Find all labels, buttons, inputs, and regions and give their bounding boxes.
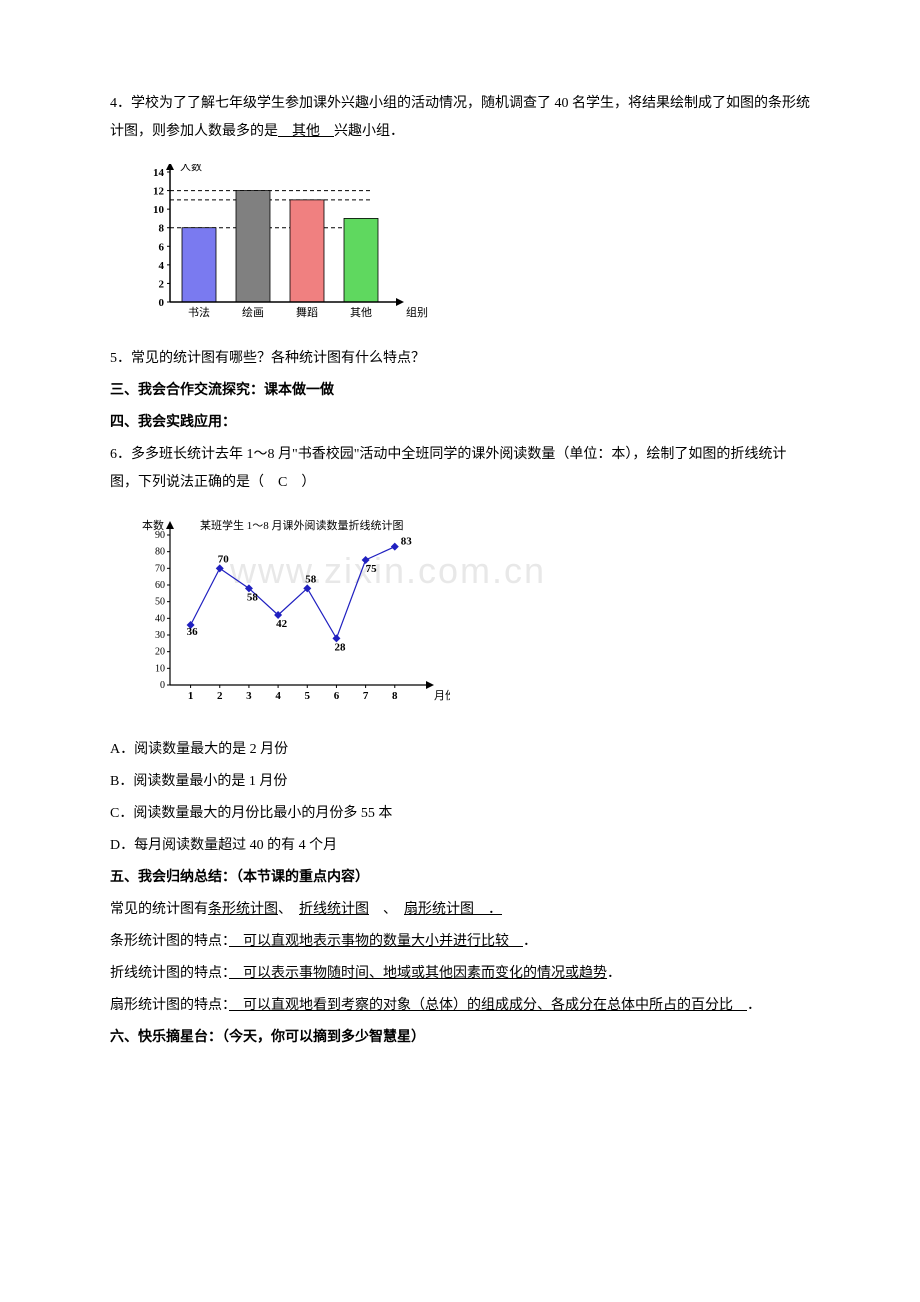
- svg-text:10: 10: [153, 204, 165, 216]
- svg-text:14: 14: [153, 167, 165, 179]
- section-3-title: 三、我会合作交流探究：课本做一做: [110, 377, 810, 405]
- summary-line-3: 折线统计图的特点： 可以表示事物随时间、地域或其他因素而变化的情况或趋势．: [110, 960, 810, 988]
- svg-text:4: 4: [275, 690, 281, 702]
- svg-text:58: 58: [305, 573, 317, 585]
- svg-text:40: 40: [155, 613, 165, 624]
- svg-text:2: 2: [159, 278, 165, 290]
- summary-l1-pre: 常见的统计图有: [110, 902, 208, 917]
- summary-b1: 可以直观地表示事物的数量大小并进行比较: [229, 934, 523, 949]
- svg-text:舞蹈: 舞蹈: [296, 306, 318, 319]
- svg-text:5: 5: [305, 690, 311, 702]
- svg-text:10: 10: [155, 663, 165, 674]
- svg-text:80: 80: [155, 547, 165, 558]
- svg-text:4: 4: [159, 260, 165, 272]
- option-d: D．每月阅读数量超过 40 的有 4 个月: [110, 832, 810, 860]
- svg-text:70: 70: [218, 553, 230, 565]
- svg-text:绘画: 绘画: [242, 305, 264, 319]
- svg-text:组别: 组别: [406, 305, 428, 319]
- summary-c1: 可以表示事物随时间、地域或其他因素而变化的情况或趋势: [229, 966, 607, 981]
- q6-text: 6．多多班长统计去年 1～8 月"书香校园"活动中全班同学的课外阅读数量（单位：…: [110, 441, 810, 497]
- summary-line-1: 常见的统计图有条形统计图、 折线统计图 、 扇形统计图 ．: [110, 896, 810, 924]
- section-5-title: 五、我会归纳总结：（本节课的重点内容）: [110, 864, 810, 892]
- svg-text:20: 20: [155, 647, 165, 658]
- summary-a3: 扇形统计图 ．: [404, 902, 502, 917]
- q4-text: 4．学校为了了解七年级学生参加课外兴趣小组的活动情况，随机调查了 40 名学生，…: [110, 90, 810, 146]
- svg-text:70: 70: [155, 563, 165, 574]
- bar-chart-svg: 0 2 4 6 8 10 12 14 书法 绘画 舞蹈 其他 人数组别: [130, 164, 430, 324]
- svg-text:6: 6: [159, 241, 165, 253]
- svg-text:58: 58: [247, 591, 259, 603]
- summary-line-4: 扇形统计图的特点： 可以直观地看到考察的对象（总体）的组成成分、各成分在总体中所…: [110, 992, 810, 1020]
- summary-line-2: 条形统计图的特点： 可以直观地表示事物的数量大小并进行比较 ．: [110, 928, 810, 956]
- summary-l4-post: ．: [747, 998, 761, 1013]
- summary-l3-post: ．: [607, 966, 621, 981]
- summary-l2-post: ．: [523, 934, 537, 949]
- svg-text:7: 7: [363, 690, 369, 702]
- q4-suffix: 兴趣小组．: [334, 124, 404, 139]
- svg-text:人数: 人数: [180, 164, 202, 173]
- svg-text:3: 3: [246, 690, 252, 702]
- svg-text:75: 75: [366, 563, 378, 575]
- svg-text:2: 2: [217, 690, 223, 702]
- line-chart-svg: 0102030405060708090123456783670584258287…: [130, 515, 450, 715]
- summary-a2: 折线统计图: [299, 902, 369, 917]
- q5-text: 5．常见的统计图有哪些？各种统计图有什么特点？: [110, 345, 810, 373]
- q4-prefix: 4．学校为了了解七年级学生参加课外兴趣小组的活动情况，随机调查了 40 名学生，…: [110, 96, 810, 139]
- option-a: A．阅读数量最大的是 2 月份: [110, 736, 810, 764]
- svg-text:60: 60: [155, 580, 165, 591]
- svg-text:83: 83: [401, 536, 413, 548]
- section-6-title: 六、快乐摘星台：（今天，你可以摘到多少智慧星）: [110, 1024, 810, 1052]
- svg-text:8: 8: [159, 223, 165, 235]
- summary-a1: 条形统计图: [208, 902, 278, 917]
- option-b: B．阅读数量最小的是 1 月份: [110, 768, 810, 796]
- section-4-title: 四、我会实践应用：: [110, 409, 810, 437]
- summary-d1: 可以直观地看到考察的对象（总体）的组成成分、各成分在总体中所占的百分比: [229, 998, 747, 1013]
- line-chart: www.zixin.com.cn 01020304050607080901234…: [130, 515, 810, 726]
- svg-text:6: 6: [334, 690, 340, 702]
- svg-text:50: 50: [155, 597, 165, 608]
- svg-text:书法: 书法: [188, 305, 210, 319]
- summary-l4-pre: 扇形统计图的特点：: [110, 998, 229, 1013]
- option-c: C．阅读数量最大的月份比最小的月份多 55 本: [110, 800, 810, 828]
- summary-l2-pre: 条形统计图的特点：: [110, 934, 229, 949]
- svg-text:1: 1: [188, 690, 194, 702]
- svg-text:月份: 月份: [434, 689, 450, 702]
- summary-l3-pre: 折线统计图的特点：: [110, 966, 229, 981]
- summary-sep2: 、: [369, 902, 404, 917]
- svg-text:30: 30: [155, 630, 165, 641]
- q4-answer: 其他: [278, 124, 334, 139]
- svg-text:其他: 其他: [350, 306, 372, 319]
- svg-text:28: 28: [334, 641, 346, 653]
- svg-text:42: 42: [276, 618, 288, 630]
- svg-text:36: 36: [187, 626, 199, 638]
- svg-text:8: 8: [392, 690, 398, 702]
- svg-text:12: 12: [153, 186, 165, 198]
- svg-text:0: 0: [160, 680, 165, 691]
- svg-text:某班学生 1～8 月课外阅读数量折线统计图: 某班学生 1～8 月课外阅读数量折线统计图: [200, 518, 404, 532]
- summary-sep1: 、: [278, 902, 299, 917]
- bar-chart: 0 2 4 6 8 10 12 14 书法 绘画 舞蹈 其他 人数组别: [130, 164, 810, 335]
- svg-text:0: 0: [159, 297, 165, 309]
- svg-text:本数: 本数: [142, 518, 164, 532]
